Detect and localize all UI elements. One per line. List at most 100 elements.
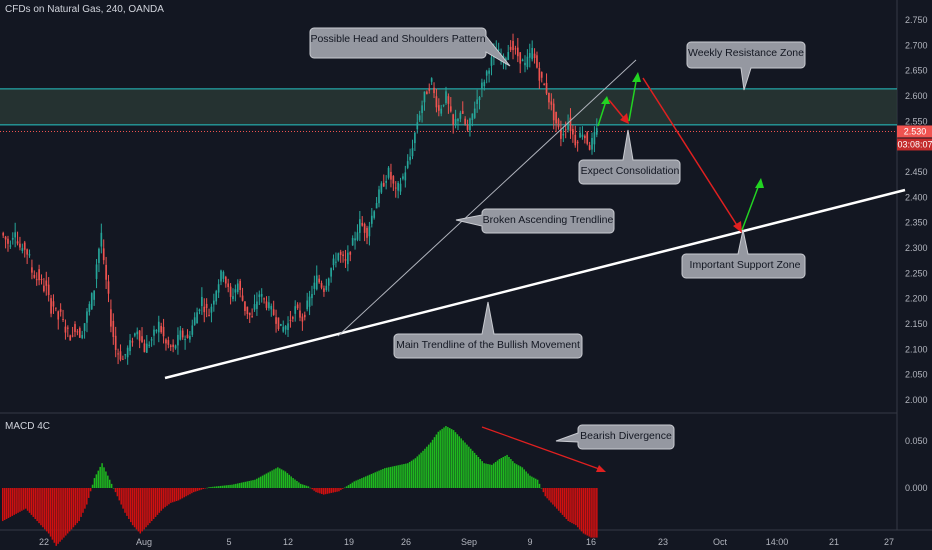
candle-body bbox=[591, 137, 593, 150]
arrowhead-green-2 bbox=[632, 72, 641, 82]
candle-body bbox=[107, 281, 110, 294]
candle-body bbox=[263, 298, 265, 300]
macd-bar bbox=[296, 480, 298, 488]
candle-body bbox=[483, 81, 486, 87]
macd-bar bbox=[17, 488, 19, 513]
candle-body bbox=[323, 288, 325, 292]
macd-bar bbox=[269, 471, 271, 488]
callout-resistance[interactable]: Weekly Resistance Zone bbox=[686, 41, 806, 91]
callout-divergence[interactable]: Bearish Divergence bbox=[555, 424, 675, 450]
candle-body bbox=[280, 324, 282, 326]
candle-body bbox=[363, 223, 366, 233]
macd-bar bbox=[458, 436, 461, 488]
macd-bar bbox=[523, 469, 526, 488]
macd-bar bbox=[271, 470, 273, 488]
macd-bar bbox=[263, 474, 266, 488]
callout-consolidation[interactable]: Expect Consolidation bbox=[578, 129, 681, 185]
macd-bar bbox=[24, 488, 27, 509]
candle-body bbox=[227, 283, 230, 288]
macd-bar bbox=[151, 488, 153, 522]
candle-body bbox=[526, 56, 529, 67]
macd-bar bbox=[334, 488, 336, 493]
macd-bar bbox=[475, 454, 478, 488]
macd-bar bbox=[496, 460, 499, 488]
candle-body bbox=[117, 353, 119, 355]
macd-bar bbox=[112, 488, 115, 489]
macd-bar bbox=[246, 481, 249, 488]
candle-body bbox=[38, 269, 40, 281]
macd-bar bbox=[267, 472, 270, 488]
macd-bar bbox=[412, 459, 415, 488]
candle-body bbox=[177, 334, 179, 346]
callout-support[interactable]: Important Support Zone bbox=[681, 229, 806, 279]
price-tick-label: 2.400 bbox=[905, 192, 928, 202]
macd-bar bbox=[145, 488, 147, 528]
macd-bar bbox=[244, 481, 247, 488]
macd-bar bbox=[565, 488, 568, 519]
candle-body bbox=[105, 264, 107, 280]
macd-bar bbox=[567, 488, 569, 522]
callout-resistance-text: Weekly Resistance Zone bbox=[688, 47, 804, 59]
candle-body bbox=[90, 293, 93, 310]
time-tick-label: 19 bbox=[344, 537, 354, 547]
price-axis[interactable]: 2.7502.7002.6502.6002.5502.5002.4502.400… bbox=[905, 15, 928, 405]
macd-bar bbox=[173, 488, 176, 502]
candle-body bbox=[138, 330, 141, 341]
candle-body bbox=[122, 358, 124, 360]
broken-ascending-trendline[interactable] bbox=[337, 59, 637, 337]
candle-body bbox=[380, 183, 383, 193]
candle-body bbox=[351, 238, 354, 246]
candle-body bbox=[35, 279, 38, 281]
time-tick-label: Sep bbox=[461, 537, 477, 547]
main-trendline[interactable] bbox=[164, 188, 906, 380]
macd-bar bbox=[343, 487, 346, 489]
macd-bar bbox=[87, 488, 90, 498]
macd-bar bbox=[426, 446, 428, 488]
candlestick-series[interactable] bbox=[2, 33, 598, 365]
candle-body bbox=[57, 311, 60, 320]
macd-bar bbox=[13, 488, 15, 515]
callout-head-shoulders[interactable]: Possible Head and Shoulders Pattern bbox=[309, 27, 511, 67]
macd-bar bbox=[250, 480, 252, 488]
macd-bar bbox=[65, 488, 67, 536]
macd-bar bbox=[328, 488, 331, 494]
callout-divergence-text: Bearish Divergence bbox=[580, 430, 672, 442]
candle-body bbox=[124, 354, 127, 356]
macd-bar bbox=[569, 488, 571, 523]
candle-body bbox=[454, 119, 457, 125]
callout-broken-trendline[interactable]: Broken Ascending Trendline bbox=[455, 208, 615, 234]
macd-bar bbox=[120, 488, 122, 505]
macd-bar bbox=[55, 488, 57, 546]
candle-body bbox=[327, 278, 330, 286]
macd-bar bbox=[172, 488, 174, 503]
candle-body bbox=[416, 122, 419, 130]
candle-body bbox=[270, 305, 273, 310]
candle-body bbox=[342, 254, 344, 257]
macd-bar bbox=[305, 485, 308, 488]
macd-bar bbox=[233, 484, 235, 488]
macd-bar bbox=[582, 488, 585, 534]
macd-bar bbox=[384, 468, 386, 488]
callout-main-trendline[interactable]: Main Trendline of the Bullish Movement bbox=[393, 301, 583, 359]
candle-body bbox=[421, 105, 423, 113]
candle-body bbox=[373, 211, 376, 218]
candle-body bbox=[134, 333, 136, 336]
macd-bar bbox=[479, 459, 482, 488]
candle-body bbox=[7, 238, 9, 244]
macd-bar bbox=[422, 450, 424, 488]
candle-body bbox=[294, 306, 297, 314]
macd-bar bbox=[152, 488, 155, 519]
macd-bar bbox=[303, 485, 306, 488]
macd-histogram[interactable] bbox=[2, 426, 598, 546]
time-axis[interactable]: 22 Aug 5 12 19 26 Sep 9 16 23 Oct 14:00 21 27 bbox=[39, 537, 894, 547]
macd-bar bbox=[487, 464, 489, 488]
macd-bar bbox=[225, 485, 228, 488]
macd-bar bbox=[571, 488, 573, 524]
candle-body bbox=[514, 48, 517, 50]
macd-bar bbox=[63, 488, 65, 538]
callout-broken-trendline-text: Broken Ascending Trendline bbox=[483, 214, 614, 226]
candle-body bbox=[277, 317, 280, 329]
candle-body bbox=[476, 99, 478, 104]
macd-bar bbox=[212, 486, 214, 488]
